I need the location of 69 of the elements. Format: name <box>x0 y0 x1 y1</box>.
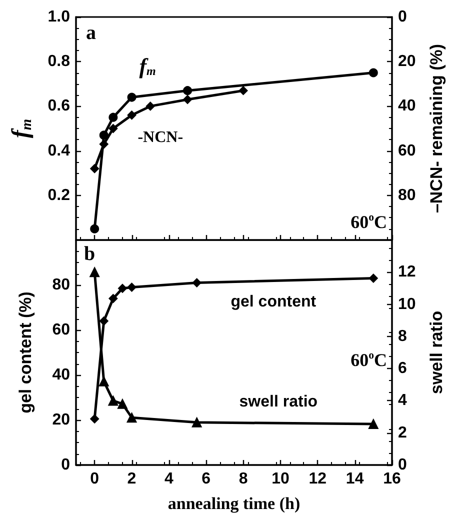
x-tick-label: 12 <box>308 470 327 488</box>
point <box>99 130 108 140</box>
y-tick-label: 0.4 <box>48 142 70 160</box>
y-tick-label: 80 <box>52 276 70 294</box>
y-axis-title: fm <box>8 118 35 138</box>
y-tick-label: 40 <box>52 366 70 384</box>
y2-axis-title: swell ratio <box>427 310 446 394</box>
y2-tick-label: 40 <box>398 98 416 115</box>
point <box>90 164 100 174</box>
y-tick-label: 0 <box>61 456 70 474</box>
point <box>90 224 100 234</box>
point <box>127 92 136 102</box>
x-tick-label: 8 <box>238 470 248 488</box>
series-label: -NCN- <box>138 129 184 146</box>
y-tick-label: 0.8 <box>48 53 70 70</box>
y2-tick-label: 80 <box>398 186 416 204</box>
x-tick-label: 4 <box>164 470 174 488</box>
point <box>192 417 202 428</box>
y2-tick-label: 8 <box>398 328 407 345</box>
y2-tick-label: 12 <box>398 264 416 281</box>
point <box>99 316 108 326</box>
x-tick-label: 2 <box>127 470 136 488</box>
point <box>183 95 192 104</box>
point <box>108 396 118 406</box>
series-label: fm <box>139 54 156 79</box>
y-tick-label: 60 <box>52 322 70 338</box>
annotation: a <box>86 22 96 44</box>
point <box>368 419 378 430</box>
x-tick-label: 14 <box>346 470 364 488</box>
x-tick-label: 0 <box>90 470 100 488</box>
y2-tick-label: 6 <box>398 360 407 378</box>
y2-tick-label: 4 <box>398 392 407 410</box>
y2-tick-label: 20 <box>398 53 416 70</box>
point <box>118 284 127 293</box>
point <box>183 86 192 96</box>
point <box>146 102 155 111</box>
series-label: swell ratio <box>239 394 318 411</box>
y2-tick-label: 0 <box>398 8 407 26</box>
y2-tick-label: 10 <box>398 296 416 313</box>
y-tick-label: 0.6 <box>48 98 70 115</box>
point <box>192 278 202 288</box>
y-axis-title: gel content (%) <box>16 292 35 414</box>
y2-tick-label: 60 <box>398 142 416 160</box>
y-tick-label: 1.0 <box>48 8 70 26</box>
point <box>108 112 118 122</box>
x-tick-label: 16 <box>383 470 401 488</box>
y-tick-label: 0.2 <box>48 186 70 204</box>
point <box>117 398 128 409</box>
point <box>98 376 109 386</box>
point <box>238 86 248 96</box>
point <box>368 68 378 78</box>
point <box>126 412 137 423</box>
x-axis-title: annealing time (h) <box>168 494 300 513</box>
point <box>127 110 136 120</box>
point <box>368 274 378 283</box>
annotation: b <box>84 243 96 265</box>
y2-tick-label: 0 <box>398 456 407 474</box>
point <box>108 124 118 133</box>
y2-axis-title: –NCN- remaining (%) <box>427 44 446 214</box>
point <box>90 267 100 278</box>
y2-tick-label: 2 <box>398 424 407 442</box>
series-label: gel content <box>230 293 317 310</box>
x-tick-label: 6 <box>202 470 211 488</box>
point <box>108 294 118 303</box>
x-tick-label: 10 <box>272 470 290 488</box>
point <box>90 414 100 424</box>
point <box>99 140 108 149</box>
y-tick-label: 20 <box>52 412 70 428</box>
point <box>127 282 136 292</box>
